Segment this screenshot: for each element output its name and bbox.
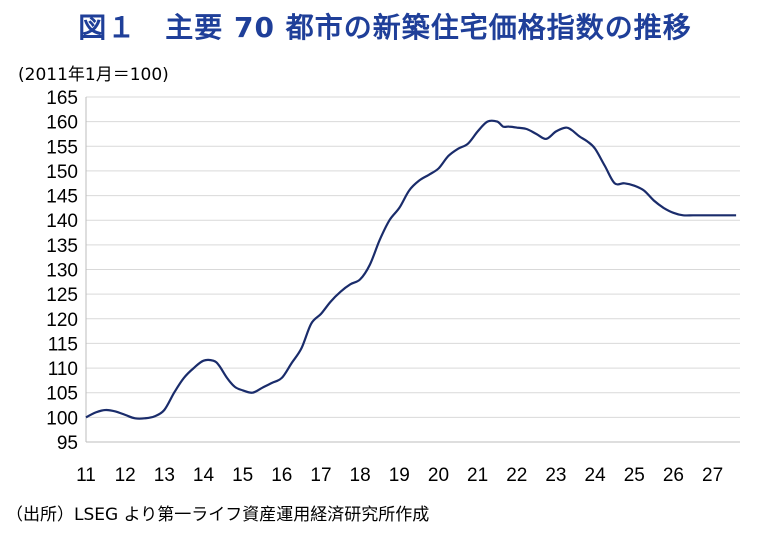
unit-label: (2011年1月＝100) <box>18 65 169 85</box>
y-tick-label: 145 <box>46 187 78 208</box>
y-tick-label: 120 <box>46 310 78 331</box>
x-tick-label: 26 <box>663 465 684 486</box>
x-tick-label: 20 <box>428 465 449 486</box>
y-tick-label: 140 <box>46 211 78 232</box>
y-tick-label: 135 <box>46 236 78 257</box>
y-tick-label: 105 <box>46 384 78 405</box>
y-tick-label: 95 <box>57 433 78 454</box>
x-tick-label: 14 <box>193 465 215 486</box>
x-tick-label: 22 <box>506 465 527 486</box>
y-tick-label: 115 <box>48 334 78 355</box>
x-tick-label: 23 <box>545 465 566 486</box>
y-tick-label: 160 <box>46 113 78 134</box>
x-tick-label: 12 <box>115 465 136 486</box>
x-tick-label: 25 <box>624 465 645 486</box>
chart-title: 図１ 主要 70 都市の新築住宅価格指数の推移 <box>78 11 692 44</box>
source-note: （出所）LSEG より第一ライフ資産運用経済研究所作成 <box>6 505 430 525</box>
grid-lines <box>86 96 740 418</box>
x-tick-label: 21 <box>467 465 488 486</box>
y-tick-label: 130 <box>46 261 78 282</box>
y-tick-label: 110 <box>48 359 78 380</box>
x-tick-label: 17 <box>310 465 331 486</box>
series-line <box>85 119 737 420</box>
x-tick-label: 19 <box>389 465 410 486</box>
y-tick-label: 100 <box>46 408 78 429</box>
y-tick-label: 155 <box>46 137 78 158</box>
x-tick-label: 24 <box>585 465 607 486</box>
y-axis-ticks: 95 100 105 110 115 120 125 130 135 140 145 150 155 16… <box>46 88 78 454</box>
x-tick-label: 11 <box>76 465 96 486</box>
x-tick-label: 13 <box>154 465 175 486</box>
y-tick-label: 150 <box>46 162 78 183</box>
x-axis-ticks: 11 12 13 14 15 16 17 18 19 20 21 22 23 24 25 26 27 <box>76 465 723 486</box>
x-tick-label: 18 <box>350 465 371 486</box>
x-tick-label: 27 <box>702 465 723 486</box>
y-tick-label: 125 <box>46 285 78 306</box>
x-tick-label: 16 <box>271 465 292 486</box>
x-tick-label: 15 <box>232 465 253 486</box>
y-tick-label: 165 <box>46 88 78 109</box>
